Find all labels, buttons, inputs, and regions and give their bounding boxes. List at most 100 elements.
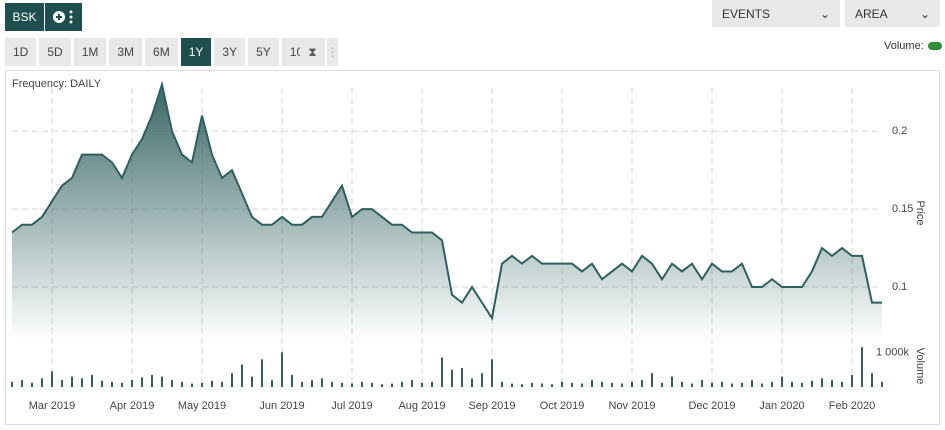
volume-bar	[371, 382, 373, 387]
toggle-switch	[927, 42, 942, 50]
volume-bar	[141, 377, 143, 387]
volume-bar	[821, 378, 823, 387]
volume-bar	[331, 381, 333, 387]
volume-bar	[251, 376, 253, 387]
volume-bar	[191, 383, 193, 387]
volume-bar	[861, 347, 863, 387]
volume-bar	[551, 384, 553, 387]
volume-bar	[461, 367, 463, 387]
range-button[interactable]: 5D	[39, 38, 71, 66]
volume-bar	[271, 380, 273, 387]
volume-bar	[31, 382, 33, 387]
range-button[interactable]: 6M	[145, 38, 178, 66]
volume-bar	[641, 380, 643, 387]
price-line	[11, 80, 882, 321]
volume-bar	[471, 378, 473, 387]
volume-bar	[281, 352, 283, 387]
range-button[interactable]: 1M	[73, 38, 107, 66]
x-tick-label: Jul 2019	[331, 400, 373, 412]
volume-bar	[511, 383, 513, 387]
volume-bar	[681, 381, 683, 387]
range-button[interactable]: 1Y	[180, 38, 212, 66]
volume-bar	[731, 383, 733, 387]
volume-bar	[541, 383, 543, 387]
volume-bar	[391, 383, 393, 387]
x-tick-label: Jan 2020	[759, 400, 804, 412]
y-axis-title: Price	[914, 200, 926, 225]
more-button[interactable]: ⋮	[327, 38, 339, 66]
volume-bar	[151, 374, 153, 387]
range-buttons: 1D5D1M3M6M1Y3Y5Y10Y	[5, 38, 320, 66]
volume-toggle[interactable]: Volume:	[884, 39, 942, 53]
volume-bar	[481, 373, 483, 387]
volume-bar	[161, 376, 163, 387]
volume-bar	[401, 381, 403, 387]
range-button[interactable]: 1D	[5, 38, 37, 66]
volume-bar	[91, 374, 93, 387]
volume-bar	[301, 381, 303, 387]
volume-axis-title: Volume	[914, 348, 926, 385]
volume-bar	[621, 383, 623, 387]
volume-bar	[711, 382, 713, 387]
volume-bar	[421, 382, 423, 387]
volume-bar	[571, 382, 573, 387]
volume-bar	[831, 380, 833, 387]
x-tick-label: Feb 2020	[829, 400, 875, 412]
hourglass-button[interactable]: ⧗	[300, 38, 325, 66]
chart-style-label: AREA	[855, 6, 888, 21]
volume-bar	[671, 376, 673, 387]
volume-bar	[71, 376, 73, 387]
volume-bar	[81, 378, 83, 387]
volume-bar	[51, 371, 53, 387]
volume-bar	[881, 381, 883, 387]
x-tick-label: Mar 2019	[29, 400, 75, 412]
volume-bar	[121, 382, 123, 387]
volume-bar	[211, 380, 213, 387]
volume-bar	[771, 381, 773, 387]
chart-style-dropdown[interactable]: AREA ⌄	[845, 0, 940, 27]
volume-bar	[381, 384, 383, 387]
range-button[interactable]: 3M	[109, 38, 143, 66]
x-tick-label: Nov 2019	[608, 400, 655, 412]
volume-bar	[261, 359, 263, 387]
volume-bar	[411, 380, 413, 387]
x-tick-label: May 2019	[178, 400, 226, 412]
volume-bar	[231, 373, 233, 387]
add-icon	[52, 10, 72, 24]
ticker-button[interactable]: BSK	[5, 3, 44, 31]
volume-bar	[361, 381, 363, 387]
volume-bar	[181, 381, 183, 387]
volume-bar	[201, 382, 203, 387]
frequency: Frequency: DAILY	[12, 78, 102, 90]
x-tick-label: Jun 2019	[259, 400, 304, 412]
volume-bar	[171, 380, 173, 387]
y-tick-label: 0.2	[892, 125, 907, 137]
volume-bar	[601, 381, 603, 387]
x-tick-label: Sep 2019	[468, 400, 515, 412]
range-button[interactable]: 3Y	[214, 38, 246, 66]
volume-bar	[21, 380, 23, 387]
volume-bar	[451, 369, 453, 387]
volume-bar	[101, 380, 103, 387]
volume-bar	[611, 382, 613, 387]
volume-bar	[341, 382, 343, 387]
x-tick-label: Dec 2019	[688, 400, 735, 412]
volume-bar	[661, 382, 663, 387]
volume-bar	[61, 380, 63, 387]
x-tick-label: Apr 2019	[110, 400, 155, 412]
volume-bar	[741, 382, 743, 387]
volume-bar	[791, 381, 793, 387]
volume-bar	[631, 381, 633, 387]
volume-bar	[811, 380, 813, 387]
volume-bar	[871, 373, 873, 387]
range-button[interactable]: 5Y	[248, 38, 279, 66]
volume-bar	[701, 380, 703, 387]
y-tick-label: 0.1	[892, 281, 907, 293]
volume-bar	[561, 381, 563, 387]
volume-bar	[721, 381, 723, 387]
add-button[interactable]	[45, 3, 82, 31]
events-dropdown[interactable]: EVENTS ⌄	[712, 0, 840, 27]
volume-bar	[351, 383, 353, 387]
